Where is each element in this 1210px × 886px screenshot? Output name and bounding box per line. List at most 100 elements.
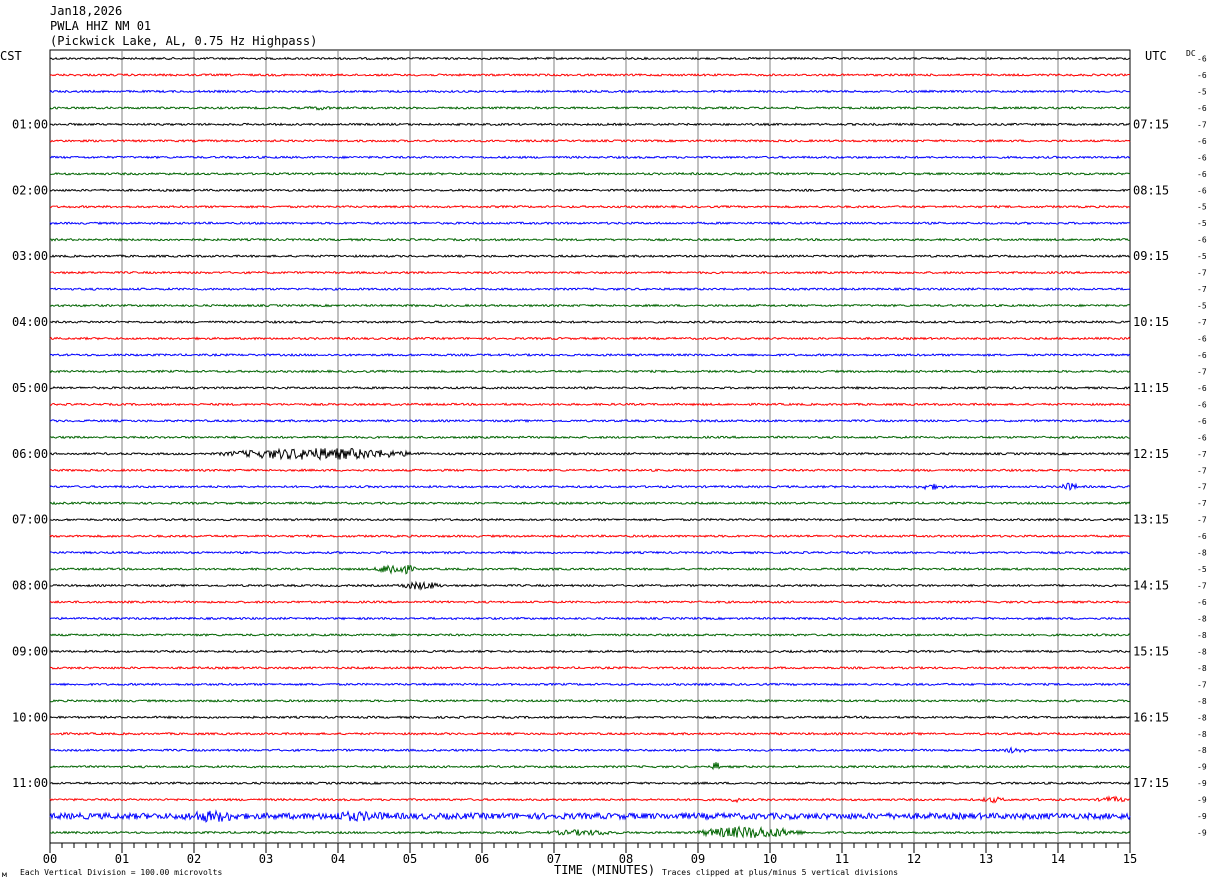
x-tick-label: 15 bbox=[1123, 852, 1137, 866]
trace-row bbox=[49, 731, 1131, 736]
cst-hour-label: 04:00 bbox=[12, 315, 48, 329]
trace-row bbox=[49, 89, 1131, 94]
dc-offset-label: -7 bbox=[1197, 483, 1207, 492]
trace-row bbox=[49, 155, 1131, 160]
trace-row bbox=[49, 319, 1131, 324]
trace-row bbox=[49, 825, 1131, 839]
utc-hour-label: 11:15 bbox=[1133, 381, 1169, 395]
utc-hour-label: 10:15 bbox=[1133, 315, 1169, 329]
dc-offset-label: -6 bbox=[1197, 598, 1207, 607]
trace-row bbox=[49, 632, 1131, 637]
trace-row bbox=[49, 122, 1131, 127]
dc-offset-label: -8 bbox=[1197, 631, 1207, 640]
x-tick-label: 01 bbox=[115, 852, 129, 866]
dc-offset-label: -9 bbox=[1197, 763, 1207, 772]
dc-offset-label: -5 bbox=[1197, 203, 1207, 212]
dc-offset-label: -7 bbox=[1197, 680, 1207, 689]
trace-row bbox=[49, 369, 1131, 374]
trace-row bbox=[50, 517, 1131, 522]
utc-hour-label: 14:15 bbox=[1133, 579, 1169, 593]
dc-offset-label: -7 bbox=[1197, 269, 1207, 278]
trace-row bbox=[49, 616, 1131, 621]
trace-row bbox=[49, 385, 1131, 390]
dc-offset-label: -8 bbox=[1197, 697, 1207, 706]
x-tick-label: 12 bbox=[907, 852, 921, 866]
x-tick-label: 07 bbox=[547, 852, 561, 866]
x-tick-label: 11 bbox=[835, 852, 849, 866]
x-tick-label: 04 bbox=[331, 852, 345, 866]
trace-row bbox=[49, 468, 1131, 473]
trace-row bbox=[49, 204, 1131, 209]
trace-row bbox=[49, 171, 1131, 176]
trace-row bbox=[49, 698, 1131, 703]
cst-hour-label: 02:00 bbox=[12, 183, 48, 197]
cst-hour-label: 01:00 bbox=[12, 117, 48, 131]
dc-offset-label: -6 bbox=[1197, 55, 1207, 64]
dc-offset-label: -6 bbox=[1197, 236, 1207, 245]
record-date: Jan18,2026 bbox=[50, 4, 123, 18]
x-axis-title: TIME (MINUTES) bbox=[554, 863, 655, 877]
trace-row bbox=[49, 447, 1131, 461]
dc-offset-label: -7 bbox=[1197, 318, 1207, 327]
cst-hour-label: 07:00 bbox=[12, 513, 48, 527]
dc-offset-label: -8 bbox=[1197, 730, 1207, 739]
trace-row bbox=[49, 564, 1130, 575]
dc-offset-label: -7 bbox=[1197, 582, 1207, 591]
dc-offset-label: -5 bbox=[1197, 219, 1207, 228]
plot-frame bbox=[49, 49, 1131, 844]
utc-hour-label: 09:15 bbox=[1133, 249, 1169, 263]
utc-hour-label: 16:15 bbox=[1133, 710, 1169, 724]
dc-offset-label: -9 bbox=[1197, 812, 1207, 821]
trace-row bbox=[49, 746, 1131, 754]
cst-hour-label: 11:00 bbox=[12, 776, 48, 790]
cst-hour-label: 08:00 bbox=[12, 579, 48, 593]
trace-row bbox=[49, 482, 1131, 491]
x-tick-label: 14 bbox=[1051, 852, 1065, 866]
dc-offset-label: -6 bbox=[1197, 384, 1207, 393]
x-tick-label: 09 bbox=[691, 852, 705, 866]
cst-axis-title: CST bbox=[0, 49, 22, 63]
trace-row bbox=[49, 795, 1131, 804]
cst-hour-label: 09:00 bbox=[12, 644, 48, 658]
dc-offset-label: -8 bbox=[1197, 713, 1207, 722]
trace-row bbox=[49, 270, 1131, 275]
dc-offset-label: -6 bbox=[1197, 532, 1207, 541]
trace-row bbox=[49, 402, 1131, 407]
trace-row bbox=[49, 418, 1131, 423]
cst-hour-label: 06:00 bbox=[12, 447, 48, 461]
utc-hour-label: 17:15 bbox=[1133, 776, 1169, 790]
dc-offset-label: -6 bbox=[1197, 417, 1207, 426]
dc-offset-label: -8 bbox=[1197, 647, 1207, 656]
trace-row bbox=[49, 682, 1131, 687]
trace-row bbox=[49, 352, 1131, 358]
dc-offset-label: -7 bbox=[1197, 285, 1207, 294]
trace-row bbox=[49, 534, 1131, 539]
trace-row bbox=[49, 72, 1131, 77]
dc-offset-label: -6 bbox=[1197, 433, 1207, 442]
dc-offset-label: -7 bbox=[1197, 120, 1207, 129]
x-tick-label: 00 bbox=[43, 852, 57, 866]
trace-row bbox=[49, 781, 1131, 786]
dc-offset-label: -6 bbox=[1197, 400, 1207, 409]
trace-row bbox=[49, 809, 1131, 823]
dc-offset-label: -9 bbox=[1197, 796, 1207, 805]
clip-note: Traces clipped at plus/minus 5 vertical … bbox=[662, 868, 898, 877]
trace-row bbox=[49, 762, 1131, 771]
dc-offset-label: -7 bbox=[1197, 367, 1207, 376]
dc-offset-label: -6 bbox=[1197, 334, 1207, 343]
trace-row bbox=[50, 254, 1131, 259]
trace-row bbox=[49, 665, 1131, 670]
dc-offset-label: -6 bbox=[1197, 351, 1207, 360]
trace-row bbox=[49, 188, 1130, 193]
trace-row bbox=[49, 56, 1131, 61]
dc-offset-label: -9 bbox=[1197, 829, 1207, 838]
cst-hour-label: 03:00 bbox=[12, 249, 48, 263]
cst-hour-label: 10:00 bbox=[12, 710, 48, 724]
utc-hour-label: 12:15 bbox=[1133, 447, 1169, 461]
trace-row bbox=[49, 550, 1130, 555]
dc-offset-label: -9 bbox=[1197, 779, 1207, 788]
dc-offset-label: -5 bbox=[1197, 87, 1207, 96]
utc-hour-label: 07:15 bbox=[1133, 117, 1169, 131]
trace-row bbox=[49, 138, 1131, 143]
